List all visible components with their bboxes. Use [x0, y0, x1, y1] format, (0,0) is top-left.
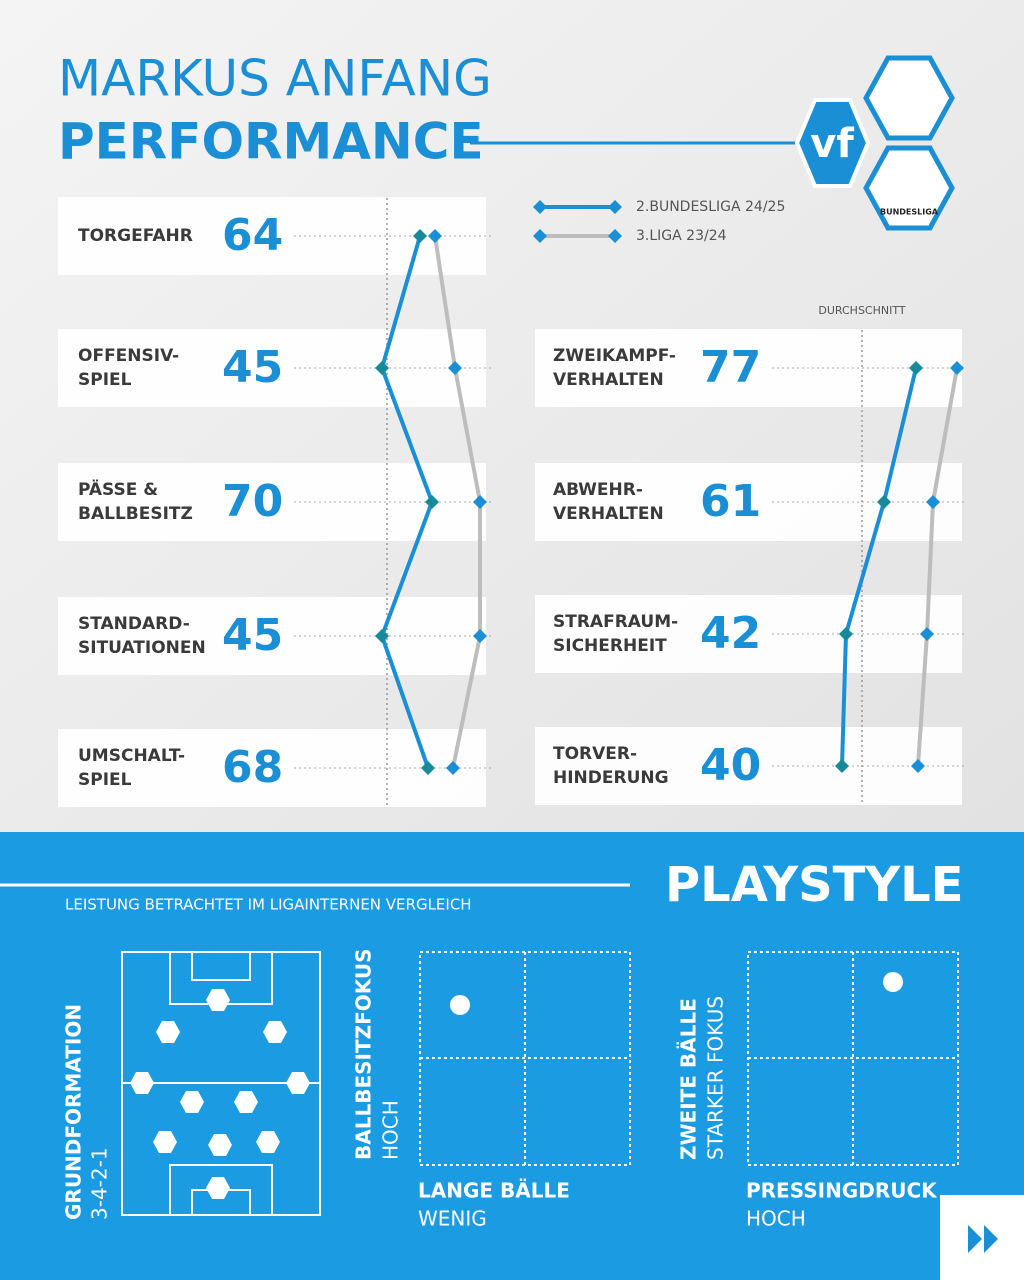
metric-label: TORVER-: [553, 744, 637, 764]
metric-label: BALLBESITZ: [78, 504, 193, 524]
next-button[interactable]: [940, 1195, 1024, 1280]
marker: [920, 627, 934, 641]
marker: [473, 495, 487, 509]
logo-league: [863, 145, 955, 231]
axis-value: HOCH: [379, 1100, 403, 1160]
marker: [950, 361, 964, 375]
metric-label: SPIEL: [78, 770, 132, 790]
next-icon: [968, 1225, 998, 1253]
metric-value: 42: [700, 608, 761, 659]
metric-label: HINDERUNG: [553, 768, 669, 788]
formation-label: GRUNDFORMATION: [62, 1004, 86, 1220]
legend-marker: [533, 229, 547, 243]
metric-label: SICHERHEIT: [553, 636, 667, 656]
player: [208, 1134, 232, 1156]
metric-label: ZWEIKAMPF-: [553, 346, 676, 366]
metric-label: VERHALTEN: [553, 504, 664, 524]
metric-label: STANDARD-: [78, 614, 190, 634]
marker: [446, 761, 460, 775]
player: [153, 1131, 177, 1153]
logo-vf: [794, 98, 871, 188]
marker: [926, 495, 940, 509]
average-label: DURCHSCHNITT: [818, 304, 906, 317]
position-dot: [883, 972, 903, 992]
legend-label: 3.LIGA 23/24: [636, 228, 727, 244]
metric-value: 70: [222, 476, 283, 527]
metric-label: SPIEL: [78, 370, 132, 390]
legend-marker: [608, 229, 622, 243]
marker: [448, 361, 462, 375]
player: [234, 1091, 258, 1113]
axis-label: PRESSINGDRUCK: [746, 1179, 938, 1203]
legend-marker: [533, 200, 547, 214]
logo-vf-text: vf: [810, 121, 854, 167]
axis-value: WENIG: [418, 1207, 487, 1231]
axis-label: ZWEITE BÄLLE: [677, 998, 701, 1160]
metric-label: PÄSSE &: [78, 478, 158, 500]
metric-label: OFFENSIV-: [78, 346, 179, 366]
metric-label: ABWEHR-: [553, 480, 643, 500]
legend-marker: [608, 200, 622, 214]
metric-card: [535, 727, 962, 805]
metric-card: [535, 595, 962, 673]
metric-value: 45: [222, 610, 283, 661]
player: [156, 1021, 180, 1043]
legend-label: 2.BUNDESLIGA 24/25: [636, 199, 785, 215]
series-line: [916, 367, 959, 767]
title-name: MARKUS ANFANG: [58, 50, 492, 108]
logo-league-text: BUNDESLIGA: [880, 208, 939, 217]
marker: [911, 759, 925, 773]
axis-value: HOCH: [746, 1207, 806, 1231]
player: [263, 1021, 287, 1043]
marker: [375, 629, 389, 643]
series-line: [840, 367, 918, 767]
player: [130, 1072, 154, 1094]
metric-label: VERHALTEN: [553, 370, 664, 390]
player: [286, 1072, 310, 1094]
playstyle-title: PLAYSTYLE: [665, 857, 964, 913]
marker: [909, 361, 923, 375]
axis-label: LANGE BÄLLE: [418, 1179, 570, 1203]
playstyle-subtitle: LEISTUNG BETRACHTET IM LIGAINTERNEN VERG…: [65, 896, 472, 914]
metric-label: TORGEFAHR: [78, 226, 193, 246]
player: [206, 989, 230, 1011]
title: PERFORMANCE: [58, 113, 484, 171]
marker: [835, 759, 849, 773]
marker: [421, 761, 435, 775]
metric-label: SITUATIONEN: [78, 638, 206, 658]
metric-value: 77: [700, 342, 761, 393]
axis-value: STARKER FOKUS: [704, 996, 728, 1160]
player: [206, 1177, 230, 1199]
marker: [839, 627, 853, 641]
marker: [877, 495, 891, 509]
logo-club: [863, 55, 955, 141]
metric-value: 40: [700, 740, 761, 791]
metric-value: 45: [222, 342, 283, 393]
metric-label: STRAFRAUM-: [553, 612, 678, 632]
marker: [473, 629, 487, 643]
metric-value: 61: [700, 476, 761, 527]
metric-label: UMSCHALT-: [78, 746, 185, 766]
player: [256, 1131, 280, 1153]
marker: [428, 229, 442, 243]
player: [180, 1091, 204, 1113]
position-dot: [450, 995, 470, 1015]
formation-value: 3-4-2-1: [88, 1147, 112, 1220]
marker: [413, 229, 427, 243]
metric-value: 68: [222, 742, 283, 793]
marker: [375, 361, 389, 375]
axis-label: BALLBESITZFOKUS: [352, 948, 376, 1160]
marker: [425, 495, 439, 509]
metric-card: [535, 329, 962, 407]
metric-value: 64: [222, 210, 283, 261]
